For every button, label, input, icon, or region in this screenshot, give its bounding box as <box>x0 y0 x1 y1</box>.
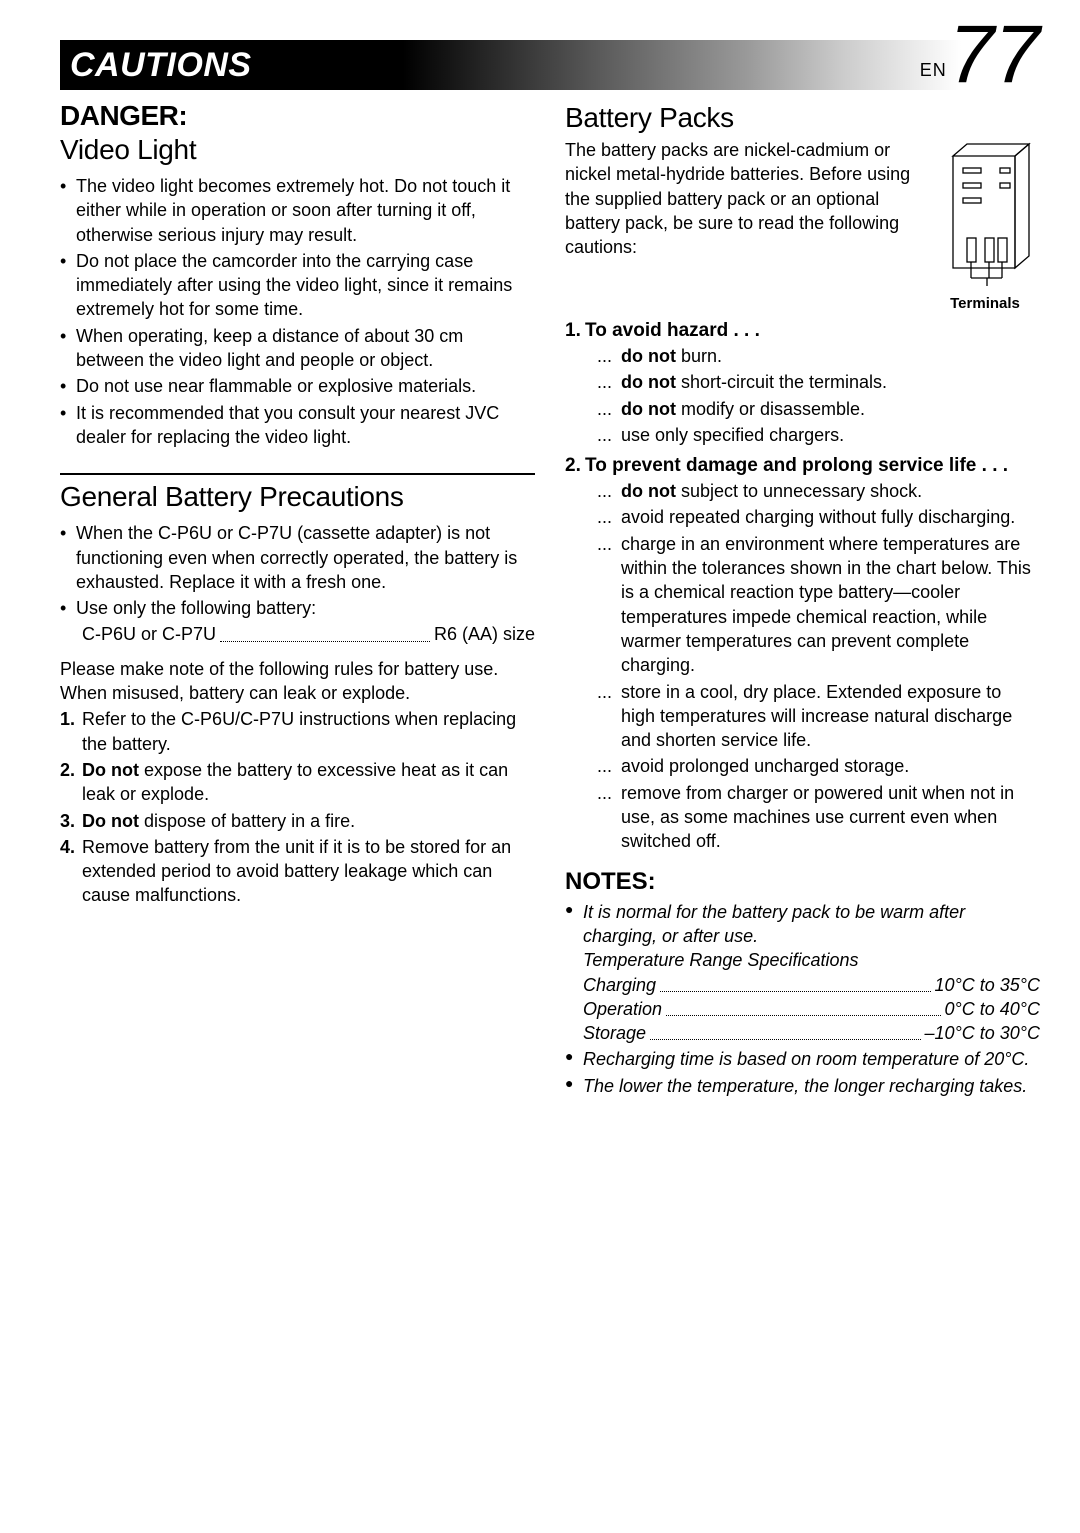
gbp-bullets: When the C-P6U or C-P7U (cassette adapte… <box>60 521 535 620</box>
spec-label: Operation <box>583 997 662 1021</box>
spec-label: Storage <box>583 1021 646 1045</box>
gbp-heading: General Battery Precautions <box>60 473 535 513</box>
spec-value: 0°C to 40°C <box>945 997 1040 1021</box>
page-number-wrap: EN 77 <box>920 22 1040 88</box>
hazard-num: 1. <box>565 320 585 342</box>
list-item: When the C-P6U or C-P7U (cassette adapte… <box>60 521 535 594</box>
item-text: Refer to the C-P6U/C-P7U instructions wh… <box>82 709 516 753</box>
list-item: It is recommended that you consult your … <box>60 401 535 450</box>
list-item: Use only the following battery: <box>60 596 535 620</box>
item-text: charge in an environment where temperatu… <box>621 534 1031 675</box>
gbp-numbered-list: 1. Refer to the C-P6U/C-P7U instructions … <box>60 707 535 907</box>
item-text: short-circuit the terminals. <box>676 372 887 392</box>
battery-packs-heading: Battery Packs <box>565 102 1040 134</box>
page-number: 77 <box>949 22 1040 88</box>
list-item: avoid prolonged uncharged storage. <box>599 754 1040 778</box>
battery-illustration-wrap: Terminals <box>930 138 1040 312</box>
list-item: The lower the temperature, the longer re… <box>565 1074 1040 1098</box>
note-text: The lower the temperature, the longer re… <box>583 1076 1027 1096</box>
item-text: dispose of battery in a fire. <box>139 811 355 831</box>
item-text: store in a cool, dry place. Extended exp… <box>621 682 1012 751</box>
list-item: avoid repeated charging without fully di… <box>599 505 1040 529</box>
video-light-bullets: The video light becomes extremely hot. D… <box>60 174 535 449</box>
note-text: Recharging time is based on room tempera… <box>583 1049 1029 1069</box>
spec-value: 10°C to 35°C <box>935 973 1040 997</box>
dotted-leader <box>220 622 430 641</box>
list-item: 3. Do not dispose of battery in a fire. <box>60 809 535 833</box>
header-title: CAUTIONS <box>60 46 252 85</box>
list-item: Do not use near flammable or explosive m… <box>60 374 535 398</box>
item-text: Remove battery from the unit if it is to… <box>82 837 511 906</box>
list-item: Recharging time is based on room tempera… <box>565 1047 1040 1071</box>
item-number: 4. <box>60 835 75 859</box>
damage-text: To prevent damage and prolong service li… <box>585 455 1008 476</box>
hazard-heading: 1.To avoid hazard . . . <box>565 320 1040 342</box>
notes-list: It is normal for the battery pack to be … <box>565 900 1040 1098</box>
en-label: EN <box>920 60 947 81</box>
gbp-paragraph: Please make note of the following rules … <box>60 657 535 706</box>
temp-spec-row: Charging 10°C to 35°C <box>583 973 1040 997</box>
damage-list: do not subject to unnecessary shock. avo… <box>565 479 1040 853</box>
content-columns: DANGER: Video Light The video light beco… <box>60 100 1040 1100</box>
item-bold: do not <box>621 372 676 392</box>
item-text: expose the battery to excessive heat as … <box>82 760 508 804</box>
list-item: 1. Refer to the C-P6U/C-P7U instructions … <box>60 707 535 756</box>
list-item: do not burn. <box>599 344 1040 368</box>
right-column: Battery Packs The battery packs are nick… <box>565 100 1040 1100</box>
list-item: remove from charger or powered unit when… <box>599 781 1040 854</box>
battery-packs-para: The battery packs are nickel-cadmium or … <box>565 138 918 259</box>
list-item: do not short-circuit the terminals. <box>599 370 1040 394</box>
list-item: 2. Do not expose the battery to excessive… <box>60 758 535 807</box>
item-number: 2. <box>60 758 75 782</box>
dotted-leader <box>660 973 931 992</box>
hazard-text: To avoid hazard . . . <box>585 320 760 341</box>
list-item: It is normal for the battery pack to be … <box>565 900 1040 1046</box>
item-bold: do not <box>621 346 676 366</box>
item-text: avoid prolonged uncharged storage. <box>621 756 909 776</box>
item-text: burn. <box>676 346 722 366</box>
battery-spec-line: C-P6U or C-P7U R6 (AA) size <box>60 622 535 646</box>
notes-heading: NOTES: <box>565 868 1040 896</box>
temp-spec-row: Storage –10°C to 30°C <box>583 1021 1040 1045</box>
item-bold: do not <box>621 399 676 419</box>
list-item: Do not place the camcorder into the carr… <box>60 249 535 322</box>
list-item: do not modify or disassemble. <box>599 397 1040 421</box>
hazard-list: do not burn. do not short-circuit the te… <box>565 344 1040 447</box>
terminals-label: Terminals <box>930 295 1040 312</box>
item-text: avoid repeated charging without fully di… <box>621 507 1015 527</box>
damage-heading: 2.To prevent damage and prolong service … <box>565 455 1040 477</box>
spec-left: C-P6U or C-P7U <box>82 622 216 646</box>
item-text: subject to unnecessary shock. <box>676 481 922 501</box>
item-text: remove from charger or powered unit when… <box>621 783 1014 852</box>
left-column: DANGER: Video Light The video light beco… <box>60 100 535 1100</box>
list-item: The video light becomes extremely hot. D… <box>60 174 535 247</box>
note-text: It is normal for the battery pack to be … <box>583 902 965 946</box>
item-bold: do not <box>621 481 676 501</box>
list-item: use only specified chargers. <box>599 423 1040 447</box>
temp-spec-row: Operation 0°C to 40°C <box>583 997 1040 1021</box>
dotted-leader <box>666 997 940 1016</box>
item-number: 1. <box>60 707 75 731</box>
spec-value: –10°C to 30°C <box>925 1021 1040 1045</box>
battery-top-row: The battery packs are nickel-cadmium or … <box>565 134 1040 312</box>
item-text: modify or disassemble. <box>676 399 865 419</box>
video-light-heading: Video Light <box>60 134 535 166</box>
item-text: use only specified chargers. <box>621 425 844 445</box>
list-item: When operating, keep a distance of about… <box>60 324 535 373</box>
dotted-leader <box>650 1021 920 1040</box>
list-item: store in a cool, dry place. Extended exp… <box>599 680 1040 753</box>
spec-label: Charging <box>583 973 656 997</box>
item-number: 3. <box>60 809 75 833</box>
item-bold: Do not <box>82 760 139 780</box>
header-bar: CAUTIONS EN 77 <box>60 40 1040 90</box>
battery-pack-icon <box>935 138 1035 288</box>
spec-title: Temperature Range Specifications <box>583 950 859 970</box>
list-item: 4. Remove battery from the unit if it is … <box>60 835 535 908</box>
list-item: charge in an environment where temperatu… <box>599 532 1040 678</box>
spec-right: R6 (AA) size <box>434 622 535 646</box>
list-item: do not subject to unnecessary shock. <box>599 479 1040 503</box>
danger-heading: DANGER: <box>60 100 535 132</box>
damage-num: 2. <box>565 455 585 477</box>
item-bold: Do not <box>82 811 139 831</box>
